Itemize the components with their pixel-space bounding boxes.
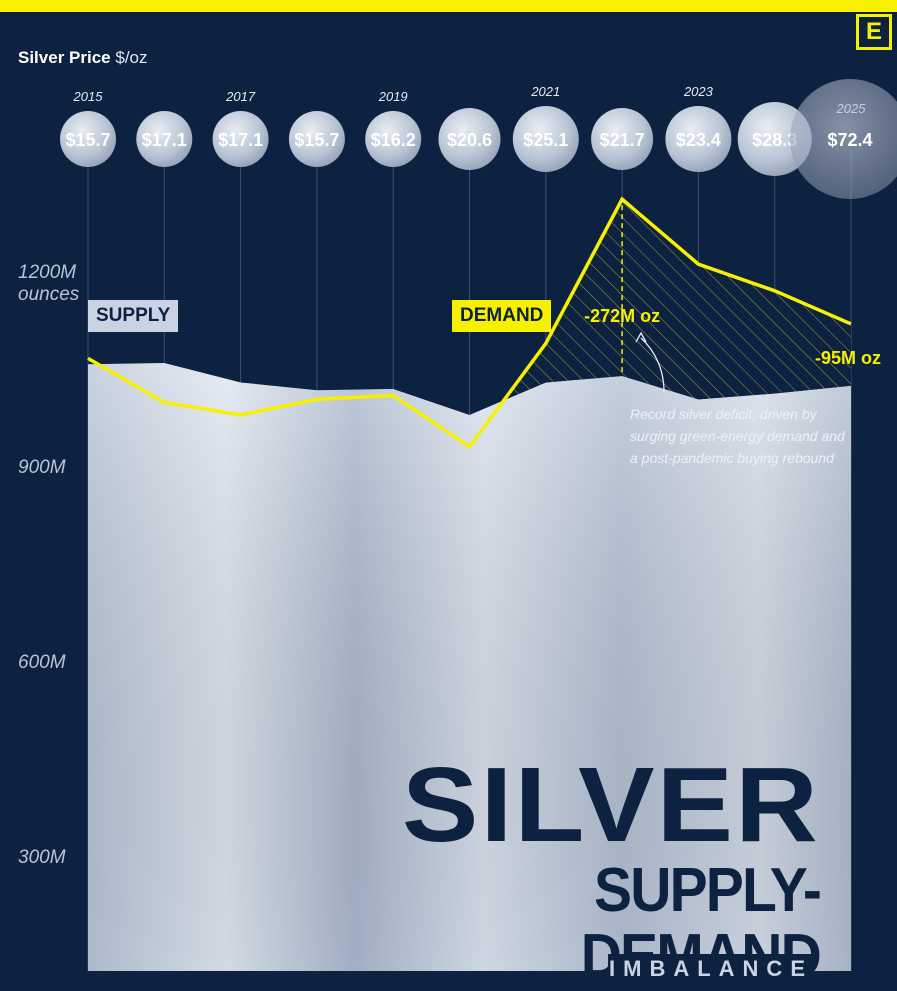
price-coin — [365, 111, 422, 167]
supply-area — [88, 362, 851, 971]
title-line-1: SILVER — [402, 746, 820, 864]
year-label: 2015 — [73, 89, 104, 104]
year-label: 2017 — [225, 89, 256, 104]
y-tick-label: 600M — [18, 652, 66, 673]
demand-line — [87, 196, 852, 450]
year-label: 2021 — [530, 84, 560, 99]
price-label: $16.2 — [371, 130, 416, 150]
demand-legend-tag: DEMAND — [452, 300, 552, 332]
deficit-hatch — [503, 199, 851, 401]
price-header-unit: $/oz — [115, 48, 148, 67]
supply-legend-tag: SUPPLY — [88, 300, 179, 332]
y-tick-label: 1200M — [18, 262, 76, 283]
y-tick-label: 900M — [18, 457, 66, 478]
price-label: $72.4 — [827, 130, 872, 150]
price-coin — [665, 106, 732, 172]
price-label: $17.1 — [218, 130, 263, 150]
price-coin — [790, 79, 897, 199]
price-label: $20.6 — [447, 130, 492, 150]
top-accent-bar — [0, 0, 897, 12]
y-unit-label: ounces — [18, 284, 80, 305]
note-arrow — [640, 337, 665, 393]
price-label: $15.7 — [294, 130, 339, 150]
y-tick-label: 300M — [18, 847, 66, 868]
deficit-2025-label: -95M oz — [815, 348, 881, 368]
supply-area-shade — [88, 362, 851, 971]
price-coin — [212, 111, 269, 167]
year-label: 2023 — [683, 84, 714, 99]
price-coin — [438, 108, 501, 170]
price-coin — [288, 111, 345, 167]
price-label: $21.7 — [600, 130, 645, 150]
title-line-3: IMBALANCE — [608, 954, 814, 984]
price-label: $17.1 — [142, 130, 187, 150]
note-text: Record silver deficit, driven by — [630, 406, 818, 422]
price-label: $28.3 — [752, 130, 797, 150]
demand-line-group — [87, 196, 852, 450]
annotations: -272M oz -95M oz Record silver deficit, dr… — [584, 205, 881, 466]
price-header: Silver Price $/oz — [18, 48, 148, 68]
price-label: $25.1 — [523, 130, 568, 150]
note-text: a post-pandemic buying rebound — [630, 450, 835, 466]
price-label: $23.4 — [676, 130, 721, 150]
year-label: 2019 — [378, 89, 408, 104]
note-arrow-head — [635, 331, 647, 343]
note-text: surging green-energy demand and — [630, 428, 846, 444]
price-coin — [60, 111, 116, 167]
price-header-label: Silver Price — [18, 48, 111, 67]
deficit-area — [503, 199, 851, 401]
price-coin — [136, 111, 193, 167]
price-coin — [512, 106, 579, 172]
logo-icon: E — [856, 14, 892, 50]
price-coin — [591, 108, 654, 170]
deficit-2022-label: -272M oz — [584, 306, 660, 326]
price-coins: $15.7 $17.1 $17.1 $15.7 $16.2 $20.6 $25.1 $21.7… — [60, 79, 897, 199]
price-label: $15.7 — [65, 130, 110, 150]
